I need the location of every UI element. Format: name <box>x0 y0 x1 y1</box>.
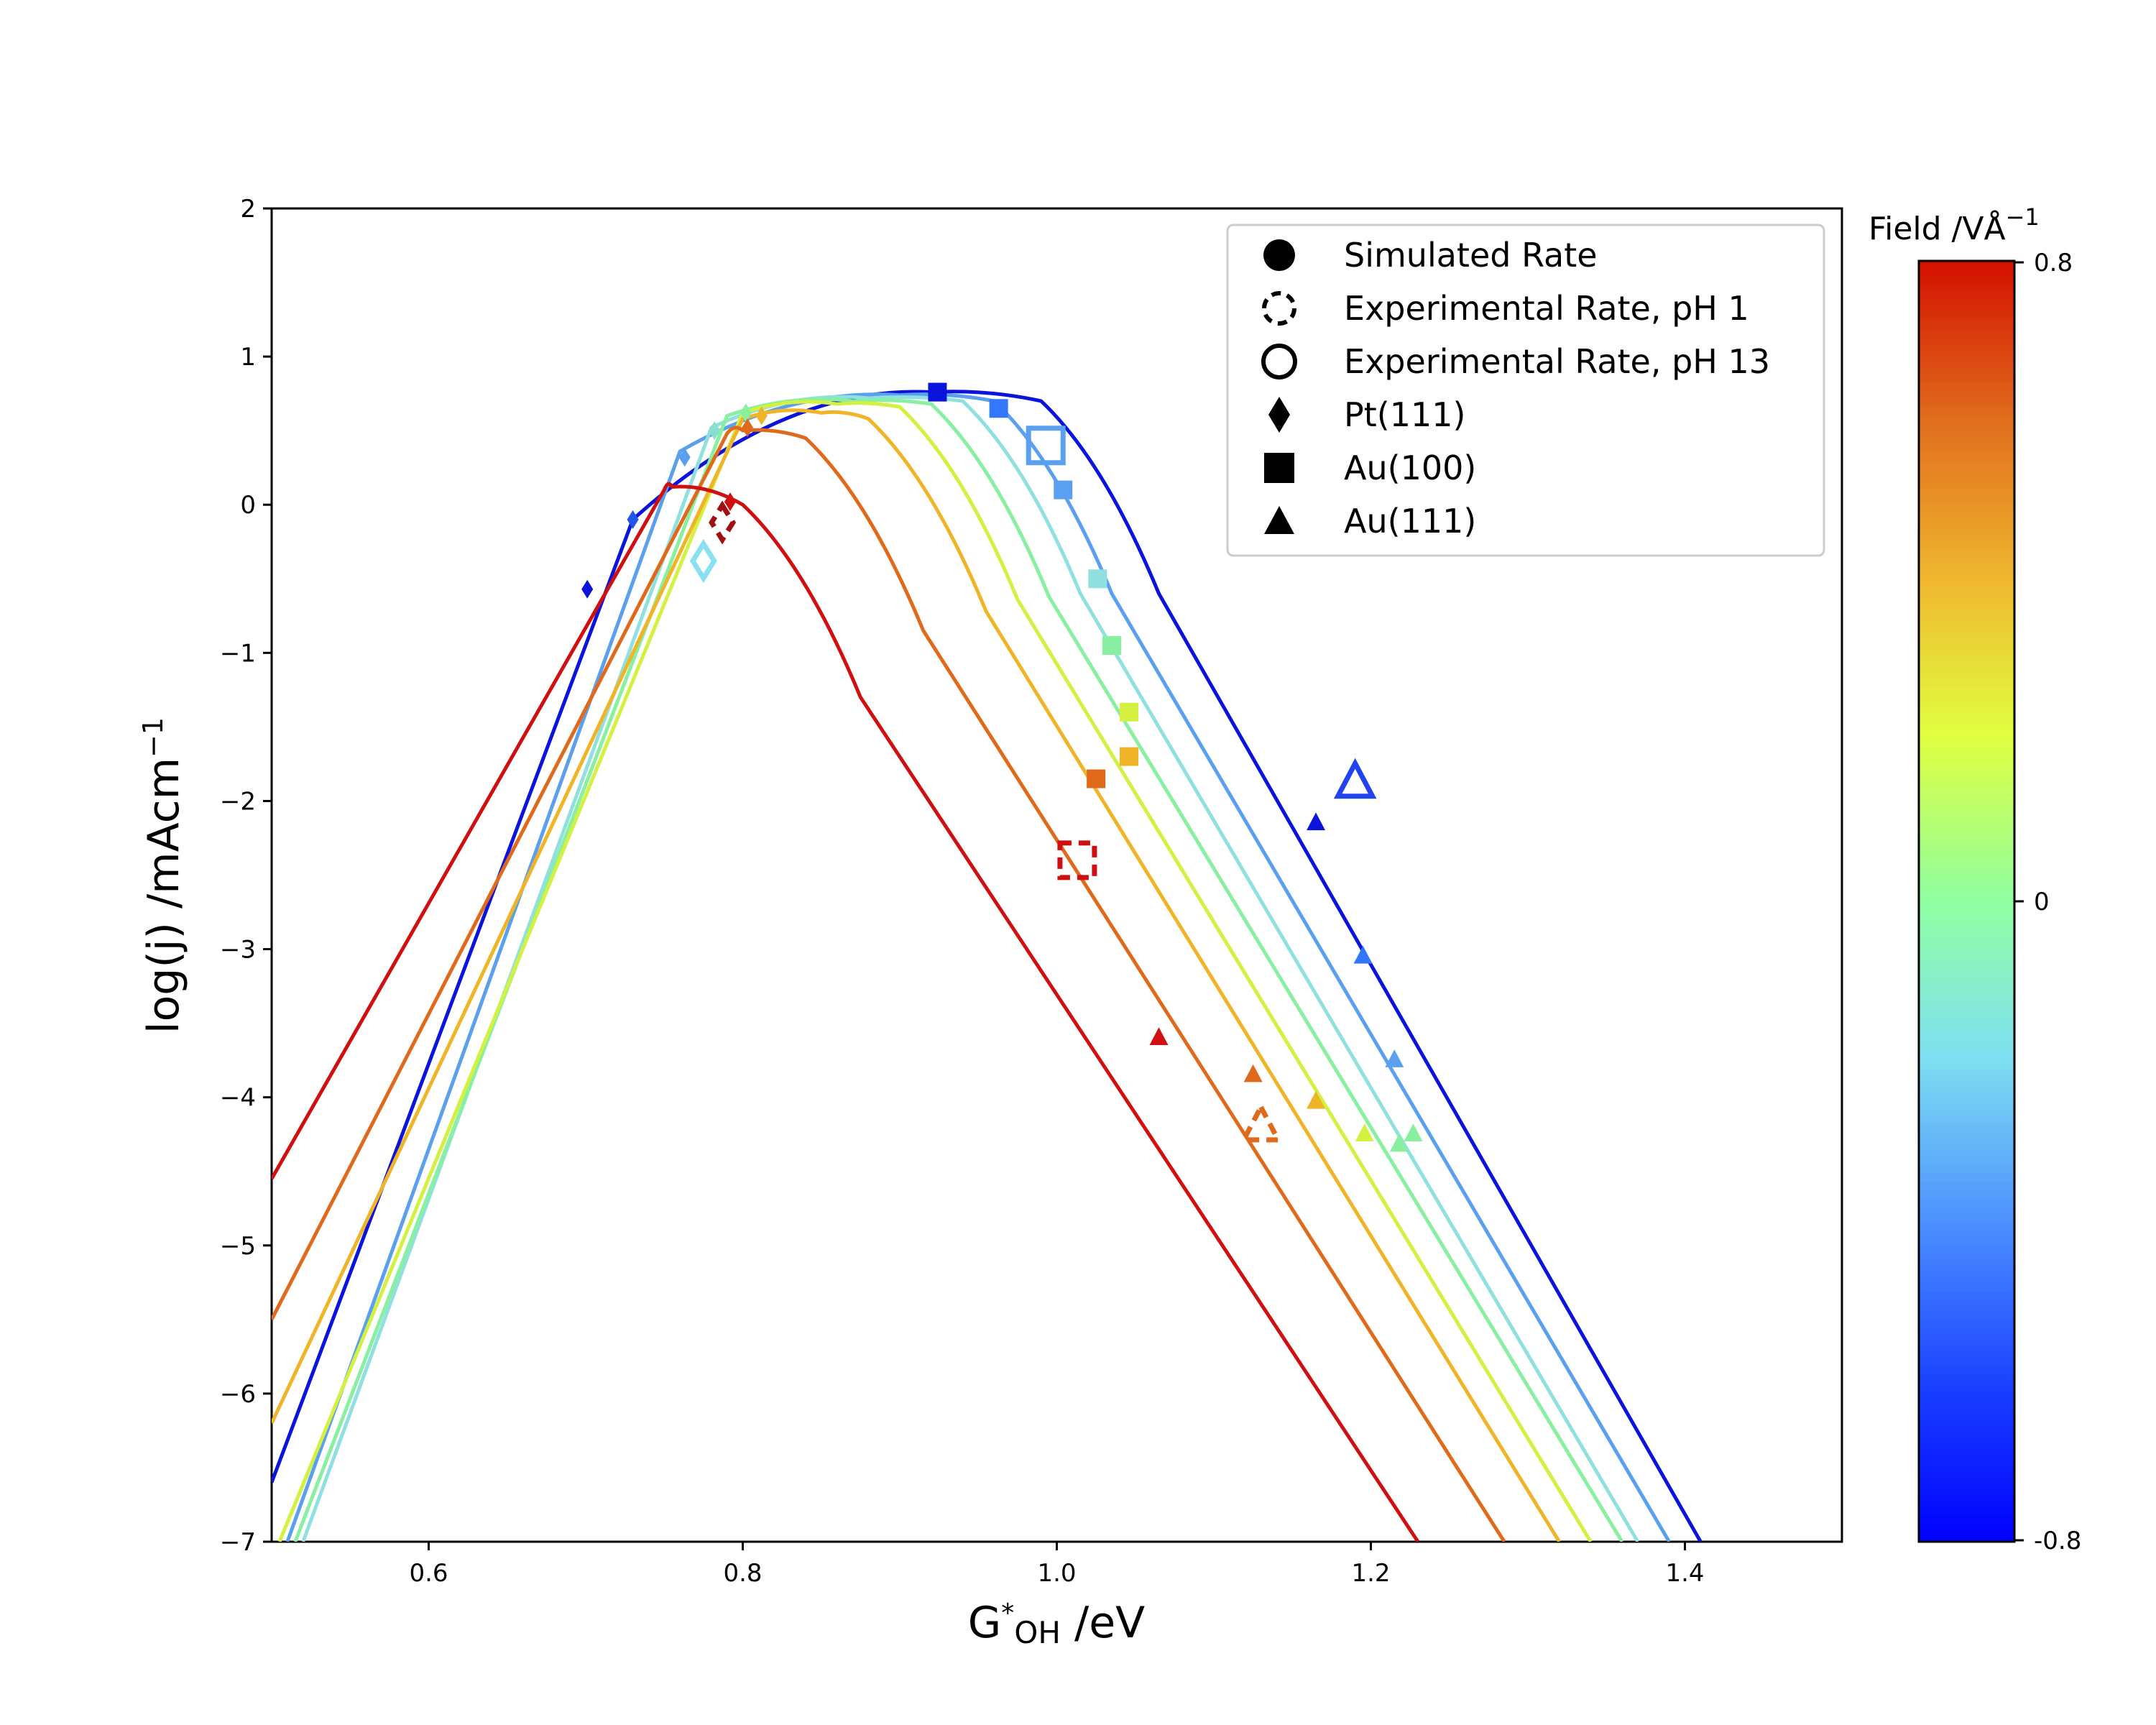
svg-text:Experimental Rate, pH 1: Experimental Rate, pH 1 <box>1344 289 1749 328</box>
y-tick-label: −7 <box>220 1528 256 1557</box>
series-line <box>272 390 1703 1542</box>
simulated-diamond-marker <box>755 406 768 426</box>
experimental-square-marker <box>1057 840 1097 880</box>
simulated-diamond-marker <box>724 492 737 512</box>
legend-circle-open-icon <box>1261 344 1297 380</box>
simulated-square-marker <box>928 382 947 402</box>
series-line <box>285 392 1671 1542</box>
simulated-triangle-marker <box>1307 812 1326 831</box>
point-group <box>581 382 1423 1152</box>
legend-box <box>1226 224 1825 557</box>
svg-text:Experimental Rate, pH 13: Experimental Rate, pH 13 <box>1344 342 1770 381</box>
x-tick-label: 1.2 <box>1351 1559 1390 1588</box>
y-tick-label: 1 <box>240 343 256 372</box>
legend-triangle-icon <box>1264 506 1294 534</box>
colorbar-label-top: 0.8 <box>2034 249 2073 277</box>
simulated-triangle-marker <box>1149 1027 1169 1045</box>
colorbar: Field /VÅ−1 0.8 0 -0.8 <box>1869 203 2081 1555</box>
y-tick-label: −1 <box>220 639 256 668</box>
experimental-triangle-marker <box>1239 1101 1283 1143</box>
experimental-triangle-marker <box>1333 758 1377 799</box>
experimental-square-marker <box>1026 426 1066 466</box>
plot-area: 0.6 0.8 1.0 1.2 1.4 −7 −6 −5 −4 −3 −2 −1 0 1 2 <box>220 195 1843 1588</box>
series-line <box>272 482 1420 1542</box>
y-tick-label: −6 <box>220 1380 256 1409</box>
simulated-diamond-marker <box>627 510 639 529</box>
svg-text:Pt(111): Pt(111) <box>1344 395 1465 434</box>
simulated-triangle-marker <box>1353 945 1373 964</box>
simulated-diamond-marker <box>741 418 754 438</box>
legend-square-icon <box>1264 453 1294 483</box>
simulated-triangle-marker <box>1307 1090 1326 1109</box>
legend-entry-au111: Au(111) <box>1264 502 1476 540</box>
y-tick-label: −3 <box>220 936 256 965</box>
colorbar-label-middle: 0 <box>2034 888 2050 916</box>
simulated-diamond-marker <box>740 403 752 423</box>
colorbar-title: Field /VÅ−1 <box>1869 203 2040 247</box>
simulated-triangle-marker <box>1385 1049 1404 1067</box>
simulated-square-marker <box>989 399 1008 418</box>
x-tick-label: 0.6 <box>409 1559 448 1588</box>
simulated-triangle-marker <box>1243 1064 1263 1082</box>
legend-entry-simulated-rate: Simulated Rate <box>1263 236 1598 275</box>
legend-entry-experimental-ph1: Experimental Rate, pH 1 <box>1262 289 1749 328</box>
svg-text:Au(111): Au(111) <box>1344 502 1476 540</box>
x-tick-label: 1.4 <box>1665 1559 1704 1588</box>
svg-text:Au(100): Au(100) <box>1344 448 1476 487</box>
y-tick-label: 2 <box>240 195 256 224</box>
y-axis-title: log(j) /mAcm−1 <box>137 717 189 1034</box>
svg-text:Simulated Rate: Simulated Rate <box>1344 236 1598 275</box>
simulated-square-marker <box>1088 569 1107 589</box>
experimental-diamond-marker <box>689 538 717 584</box>
series-line <box>272 426 1506 1542</box>
simulated-triangle-marker <box>1389 1133 1409 1152</box>
x-tick-label: 0.8 <box>723 1559 762 1588</box>
simulated-diamond-marker <box>678 448 691 467</box>
y-tick-label: −2 <box>220 787 256 816</box>
simulated-square-marker <box>1054 480 1073 500</box>
legend-entry-pt111: Pt(111) <box>1268 395 1465 434</box>
simulated-square-marker <box>1087 769 1106 788</box>
x-tick-label: 1.0 <box>1037 1559 1076 1588</box>
simulated-triangle-marker <box>1404 1123 1423 1141</box>
y-tick-label: 0 <box>240 491 256 520</box>
colorbar-label-bottom: -0.8 <box>2034 1527 2081 1555</box>
legend-entry-experimental-ph13: Experimental Rate, pH 13 <box>1261 342 1770 381</box>
curve-group <box>272 390 1703 1542</box>
legend-entry-au100: Au(100) <box>1264 448 1476 487</box>
simulated-square-marker <box>1102 636 1121 656</box>
legend-diamond-icon <box>1268 397 1290 433</box>
legend-circle-dashed-icon <box>1262 291 1296 326</box>
x-ticks: 0.6 0.8 1.0 1.2 1.4 <box>409 1542 1705 1588</box>
legend-circle-filled-icon <box>1263 239 1295 271</box>
x-axis-title: G*OH /eV <box>968 1598 1145 1650</box>
simulated-diamond-marker <box>709 421 721 441</box>
legend: Simulated Rate Experimental Rate, pH 1 E… <box>1226 224 1825 557</box>
experimental-diamond-marker <box>709 500 737 545</box>
series-line <box>301 395 1640 1542</box>
simulated-square-marker <box>1120 747 1139 766</box>
simulated-triangle-marker <box>1355 1123 1374 1141</box>
simulated-square-marker <box>1120 702 1139 722</box>
series-line <box>272 408 1561 1542</box>
y-ticks: −7 −6 −5 −4 −3 −2 −1 0 1 2 <box>220 195 272 1557</box>
y-tick-label: −4 <box>220 1084 256 1113</box>
colorbar-gradient <box>1917 259 2016 1543</box>
simulated-diamond-marker <box>581 579 594 599</box>
series-line <box>277 400 1593 1542</box>
y-tick-label: −5 <box>220 1232 256 1261</box>
